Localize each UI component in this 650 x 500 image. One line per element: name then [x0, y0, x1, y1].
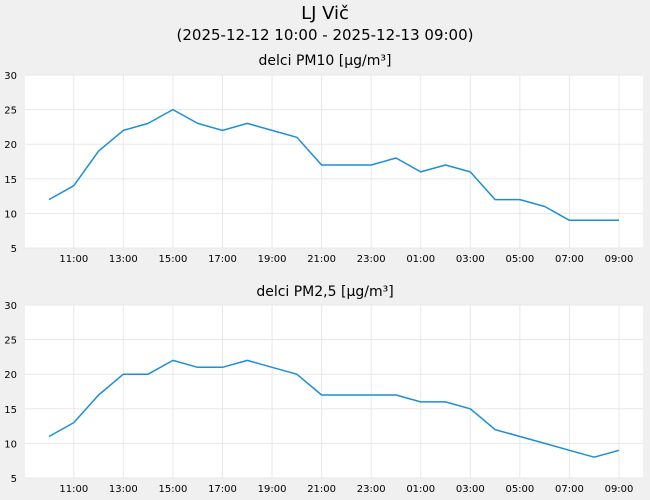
x-tick-label-1-7: 01:00 [406, 484, 435, 495]
x-tick-label-0-8: 03:00 [456, 254, 485, 265]
y-tick-label-0-3: 20 [4, 140, 17, 151]
data-point-1-17 [469, 408, 471, 410]
data-point-1-8 [246, 359, 248, 361]
x-tick-label-1-6: 23:00 [357, 484, 386, 495]
x-tick-label-1-9: 05:00 [505, 484, 534, 495]
data-point-0-10 [296, 136, 298, 138]
x-tick-label-0-6: 23:00 [357, 254, 386, 265]
data-point-0-9 [271, 129, 273, 131]
data-point-1-15 [420, 401, 422, 403]
data-point-1-9 [271, 366, 273, 368]
data-point-0-21 [568, 219, 570, 221]
x-tick-label-1-2: 15:00 [158, 484, 187, 495]
data-point-1-12 [345, 394, 347, 396]
data-point-1-10 [296, 373, 298, 375]
data-point-0-3 [122, 129, 124, 131]
x-tick-label-0-3: 17:00 [208, 254, 237, 265]
data-point-0-19 [519, 199, 521, 201]
data-point-1-14 [395, 394, 397, 396]
data-point-0-5 [172, 109, 174, 111]
data-point-0-13 [370, 164, 372, 166]
x-tick-label-0-0: 11:00 [59, 254, 88, 265]
data-point-1-13 [370, 394, 372, 396]
data-point-1-7 [221, 366, 223, 368]
y-tick-label-1-5: 30 [4, 301, 17, 312]
data-point-1-18 [494, 429, 496, 431]
data-point-1-1 [73, 422, 75, 424]
data-point-1-20 [544, 442, 546, 444]
y-tick-label-1-3: 20 [4, 370, 17, 381]
data-point-0-2 [98, 150, 100, 152]
data-point-0-14 [395, 157, 397, 159]
data-point-0-6 [197, 122, 199, 124]
data-point-0-11 [321, 164, 323, 166]
data-point-1-22 [593, 456, 595, 458]
y-tick-label-0-1: 10 [4, 209, 17, 220]
data-point-0-16 [445, 164, 447, 166]
y-tick-label-0-2: 15 [4, 175, 17, 186]
x-tick-label-1-10: 07:00 [555, 484, 584, 495]
x-tick-label-0-4: 19:00 [258, 254, 287, 265]
data-point-1-23 [618, 449, 620, 451]
x-tick-label-0-9: 05:00 [505, 254, 534, 265]
data-point-1-3 [122, 373, 124, 375]
series-line-1-0 [48, 359, 620, 458]
x-tick-label-0-1: 13:00 [109, 254, 138, 265]
data-point-0-18 [494, 199, 496, 201]
data-point-1-19 [519, 435, 521, 437]
y-tick-label-0-0: 5 [11, 244, 17, 255]
plot-area-1 [25, 305, 643, 478]
data-point-0-17 [469, 171, 471, 173]
panel-title-1: delci PM2,5 [µg/m³] [256, 284, 393, 300]
x-tick-label-0-2: 15:00 [158, 254, 187, 265]
y-tick-label-0-4: 25 [4, 106, 17, 117]
chart-title: LJ Vič [301, 3, 349, 24]
data-point-0-8 [246, 122, 248, 124]
panel-title-0: delci PM10 [µg/m³] [259, 53, 392, 69]
data-point-0-0 [48, 199, 50, 201]
data-point-1-21 [568, 449, 570, 451]
data-point-0-4 [147, 122, 149, 124]
x-tick-label-0-5: 21:00 [307, 254, 336, 265]
data-point-0-20 [544, 205, 546, 207]
data-point-0-12 [345, 164, 347, 166]
x-tick-label-1-4: 19:00 [258, 484, 287, 495]
x-tick-label-0-10: 07:00 [555, 254, 584, 265]
plot-area-0 [25, 75, 643, 248]
y-tick-label-0-5: 30 [4, 71, 17, 82]
data-point-0-23 [618, 219, 620, 221]
chart-date-range: (2025-12-12 10:00 - 2025-12-13 09:00) [176, 26, 474, 44]
data-point-0-7 [221, 129, 223, 131]
x-tick-label-1-0: 11:00 [59, 484, 88, 495]
data-point-1-16 [445, 401, 447, 403]
data-point-1-11 [321, 394, 323, 396]
data-point-1-5 [172, 359, 174, 361]
x-tick-label-1-5: 21:00 [307, 484, 336, 495]
data-point-1-2 [98, 394, 100, 396]
data-point-1-0 [48, 435, 50, 437]
y-tick-label-1-2: 15 [4, 405, 17, 416]
data-point-0-22 [593, 219, 595, 221]
x-tick-label-1-8: 03:00 [456, 484, 485, 495]
data-point-0-1 [73, 185, 75, 187]
x-tick-label-0-11: 09:00 [605, 254, 634, 265]
y-tick-label-1-0: 5 [11, 474, 17, 485]
x-tick-label-1-3: 17:00 [208, 484, 237, 495]
x-tick-label-1-1: 13:00 [109, 484, 138, 495]
x-tick-label-1-11: 09:00 [605, 484, 634, 495]
data-point-1-4 [147, 373, 149, 375]
data-point-1-6 [197, 366, 199, 368]
series-line-0-0 [48, 108, 619, 222]
y-tick-label-1-4: 25 [4, 336, 17, 347]
x-tick-label-0-7: 01:00 [406, 254, 435, 265]
data-point-0-15 [420, 171, 422, 173]
y-tick-label-1-1: 10 [4, 439, 17, 450]
